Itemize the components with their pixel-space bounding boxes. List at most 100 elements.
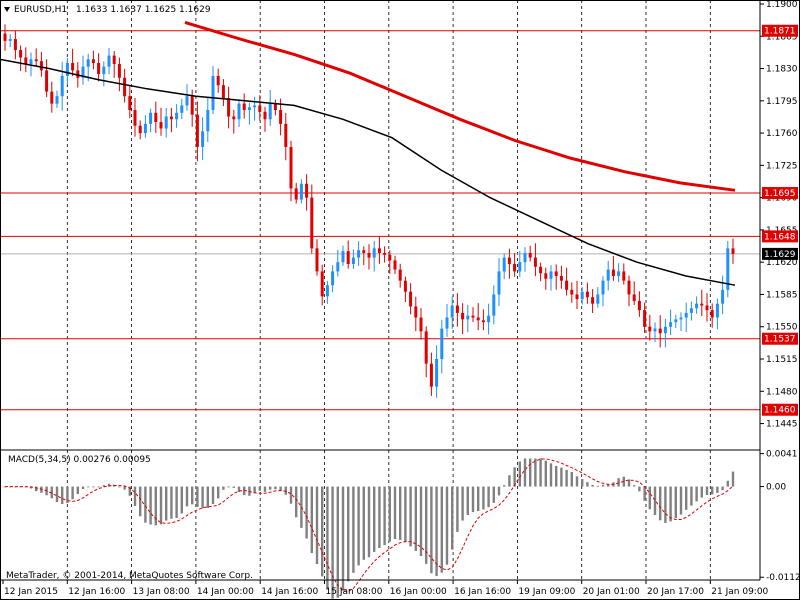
macd-axis: 0.0041 0.00 -0.01128 <box>760 450 800 583</box>
time-tick-label: 14 Jan 00:00 <box>197 587 254 597</box>
candle-body <box>190 96 194 115</box>
candle-body <box>180 105 184 113</box>
ohlc-readout: 1.1633 1.1637 1.1625 1.1629 <box>76 5 211 15</box>
candle-body <box>611 269 615 277</box>
macd-bar <box>29 486 33 489</box>
candle-body <box>341 251 345 263</box>
moving-average-slow <box>184 20 736 192</box>
price-tick-label: 1.1480 <box>766 387 798 397</box>
candle-body <box>622 271 626 281</box>
time-axis: 12 Jan 2015 12 Jan 16:00 13 Jan 08:00 14 Ja… <box>2 580 769 597</box>
candle-body <box>8 39 12 41</box>
macd-bar <box>367 486 371 558</box>
candle-body <box>455 305 459 313</box>
candle-body <box>398 269 402 281</box>
macd-bar <box>154 486 157 526</box>
candle-body <box>570 289 574 295</box>
candle-body <box>549 271 553 279</box>
price-tick-label: 1.1795 <box>766 97 798 107</box>
price-line-tag <box>762 187 798 200</box>
candle-body <box>591 297 595 304</box>
macd-bar <box>180 486 183 514</box>
candle-body <box>55 96 59 104</box>
candle-body <box>211 75 215 111</box>
macd-bar <box>227 486 230 488</box>
candle-body <box>320 271 324 297</box>
candle-body <box>65 63 69 76</box>
price-tick-label: 1.1445 <box>766 420 798 430</box>
macd-bar <box>409 486 412 547</box>
candle-body <box>133 110 137 126</box>
macd-bar <box>341 486 345 591</box>
macd-bar <box>295 486 298 518</box>
candle-body <box>637 300 641 311</box>
macd-bar <box>336 486 339 598</box>
candle-body <box>575 294 579 300</box>
macd-bar <box>711 486 714 495</box>
macd-bar <box>664 486 667 523</box>
macd-bar <box>305 486 308 539</box>
candle-body <box>502 257 506 272</box>
candle-body <box>362 250 366 253</box>
candle-body <box>414 306 418 318</box>
macd-bar <box>607 483 610 487</box>
macd-bar <box>331 486 334 599</box>
macd-bar <box>716 486 719 493</box>
macd-bar <box>456 486 459 532</box>
candle-body <box>435 359 439 387</box>
candle-body <box>596 294 600 304</box>
macd-bar <box>451 486 454 550</box>
candle-body <box>445 317 449 329</box>
macd-bar <box>388 486 391 542</box>
candle-body <box>663 326 667 334</box>
time-tick-label: 16 Jan 00:00 <box>390 587 447 597</box>
macd-bar <box>466 486 469 516</box>
candle-body <box>419 317 423 332</box>
candle-body <box>242 103 246 111</box>
macd-bar <box>653 486 657 515</box>
candle-body <box>299 183 303 200</box>
macd-bar <box>97 486 100 488</box>
price-line-tag-label: 1.1871 <box>764 27 796 37</box>
macd-bar <box>279 486 282 492</box>
candle-body <box>580 291 584 300</box>
moving-averages <box>0 20 736 286</box>
price-tick-label: 1.1865 <box>766 32 798 42</box>
candle-body <box>487 315 491 323</box>
macd-bar <box>243 486 246 496</box>
macd-bar <box>565 469 568 487</box>
candle-body <box>221 85 225 99</box>
candle-body <box>185 96 189 106</box>
macd-bar <box>695 486 698 502</box>
candle-body <box>679 317 683 320</box>
macd-bar <box>731 471 735 487</box>
macd-bar <box>404 486 407 543</box>
candle-body <box>81 66 85 78</box>
candle-body <box>440 328 444 360</box>
macd-tick-label: 0.0041 <box>766 450 798 460</box>
macd-bar <box>258 486 261 491</box>
macd-bar <box>440 486 443 573</box>
candle-body <box>450 305 454 318</box>
current-price-tag <box>762 247 798 260</box>
candle-body <box>643 310 647 327</box>
candle-body <box>71 63 75 71</box>
macd-bar <box>165 486 168 521</box>
chevron-down-icon[interactable] <box>4 7 10 12</box>
macd-bar <box>144 486 147 523</box>
time-tick-label: 16 Jan 16:00 <box>454 587 511 597</box>
macd-bar <box>482 486 485 510</box>
macd-bar <box>669 486 672 522</box>
candle-body <box>403 280 407 292</box>
macd-bar <box>237 486 241 492</box>
macd-bar <box>508 475 511 487</box>
macd-bar <box>591 484 594 487</box>
macd-bar <box>315 486 319 564</box>
macd-bar <box>139 486 142 517</box>
macd-bar <box>55 486 59 503</box>
macd-bar <box>601 484 605 487</box>
macd-bar <box>497 486 501 496</box>
candle-body <box>325 285 329 297</box>
macd-bar <box>347 486 350 582</box>
